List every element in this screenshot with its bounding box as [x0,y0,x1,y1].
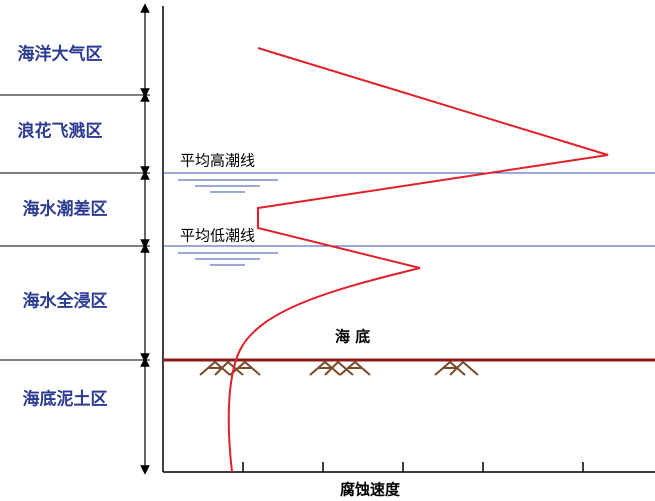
zone-label: 海水全浸区 [23,291,108,312]
x-axis-label: 腐蚀速度 [340,481,401,499]
high-tide-label: 平均高潮线 [180,152,255,170]
zone-label: 海水潮差区 [23,199,108,220]
tide-lines [163,172,655,266]
zone-dividers [0,94,150,361]
zone-label: 海底泥土区 [23,389,108,410]
low-tide-label: 平均低潮线 [180,227,255,245]
axes [162,6,655,473]
corrosion-curve [227,47,609,473]
zone-label: 浪花飞溅区 [18,121,103,142]
soil-hatch [199,360,479,376]
seabed-label: 海 底 [335,328,370,346]
zone-label: 海洋大气区 [18,44,103,65]
